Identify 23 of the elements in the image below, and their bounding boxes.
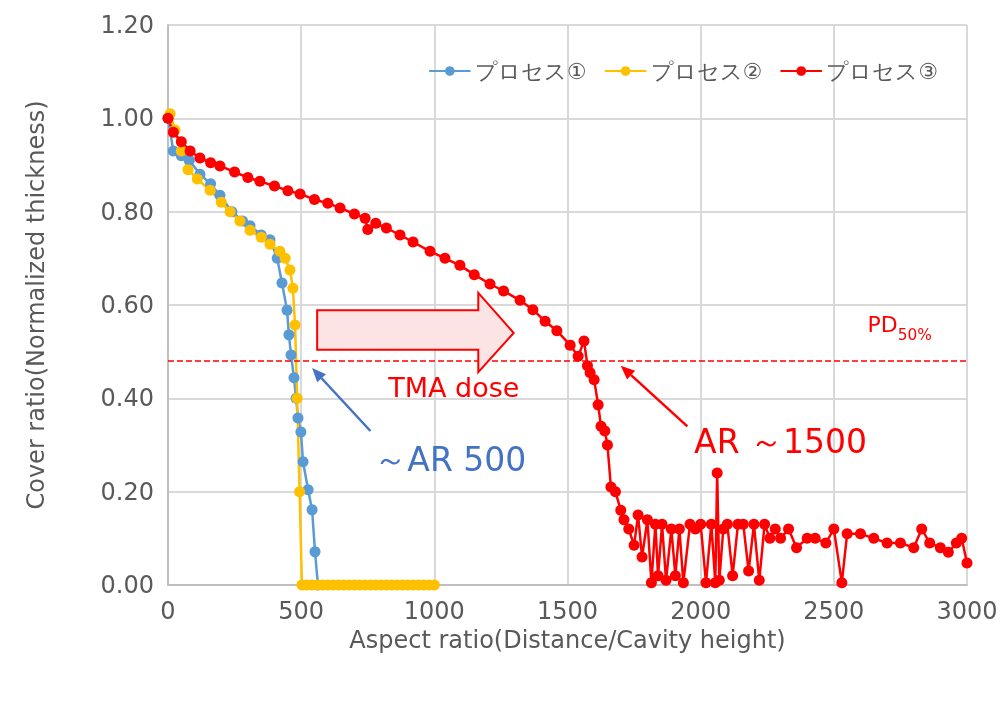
y-tick-label: 0.60: [100, 291, 154, 319]
legend-label: プロセス②: [650, 58, 763, 84]
annotation: ～AR 500: [374, 439, 527, 479]
y-tick-label: 1.20: [100, 11, 154, 39]
x-tick-label: 1500: [536, 597, 599, 625]
x-tick-label: 2500: [803, 597, 865, 625]
ref-line-label: PD$_{50%}$: [867, 311, 932, 344]
x-tick-label: 2000: [670, 597, 732, 625]
x-tick-label: 500: [278, 597, 325, 625]
y-tick-label: 0.00: [100, 571, 154, 599]
x-tick-label: 1000: [403, 597, 465, 625]
y-tick-label: 0.40: [100, 384, 154, 413]
annotation: AR ～1500: [694, 421, 868, 461]
y-tick-label: 0.20: [100, 477, 154, 506]
x-tick-label: 0: [160, 597, 176, 625]
legend-label: プロセス③: [826, 58, 939, 84]
legend-label: プロセス①: [474, 58, 587, 84]
x-tick-label: 3000: [936, 597, 998, 625]
x-axis-title: Aspect ratio(Distance/Cavity height): [349, 625, 786, 654]
y-axis-title: Cover ratio(Normalized thickness): [22, 100, 50, 510]
y-tick-label: 0.80: [100, 197, 154, 226]
annotation: TMA dose: [387, 371, 520, 403]
y-tick-label: 1.00: [100, 104, 154, 133]
